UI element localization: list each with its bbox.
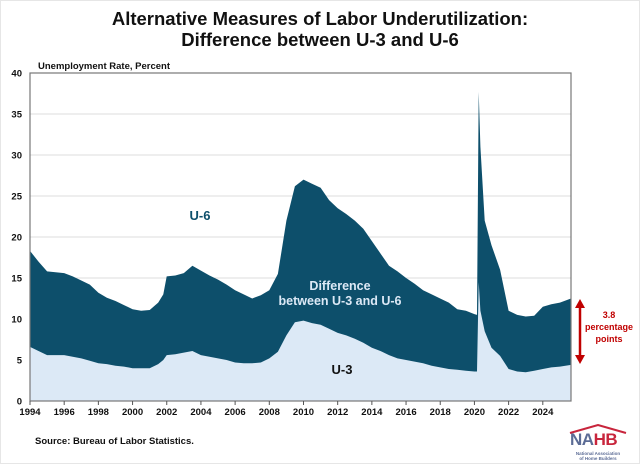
gap-annotation: 3.8 percentage points xyxy=(575,299,633,364)
logo-subtitle: National Association of Home Builders xyxy=(566,451,630,461)
y-tick-label: 20 xyxy=(11,233,22,244)
x-tick-label: 2010 xyxy=(293,407,314,418)
gap-arrow-head-up xyxy=(575,299,585,308)
u6-series-label: U-6 xyxy=(190,208,211,223)
y-tick-label: 0 xyxy=(17,397,22,408)
gap-unit-label-line-1: percentage xyxy=(585,322,633,332)
nahb-logo: NAHB National Association of Home Builde… xyxy=(566,420,630,461)
y-tick-label: 30 xyxy=(11,151,22,162)
x-tick-label: 2006 xyxy=(225,407,246,418)
x-tick-label: 2004 xyxy=(190,407,212,418)
gap-arrow-head-down xyxy=(575,355,585,364)
plot-border xyxy=(29,72,572,402)
u3-area xyxy=(30,282,571,401)
x-tick-label: 2024 xyxy=(532,407,554,418)
chart-title-line-2: Difference between U-3 and U-6 xyxy=(181,29,459,50)
logo-wordmark-hb: HB xyxy=(593,430,618,449)
x-tick-label: 2020 xyxy=(464,407,485,418)
logo-wordmark-na: NA xyxy=(570,430,594,449)
x-tick-label: 2002 xyxy=(156,407,177,418)
gap-unit-label-line-2: points xyxy=(596,334,623,344)
chart-title-line-1: Alternative Measures of Labor Underutili… xyxy=(111,8,529,29)
gap-value-label: 3.8 xyxy=(603,310,616,320)
roof-icon xyxy=(569,424,627,434)
logo-wordmark: NAHB xyxy=(570,430,618,450)
x-tick-label: 2000 xyxy=(122,407,143,418)
y-tick-label: 40 xyxy=(11,69,22,80)
logo-subtitle-line-2: of Home Builders xyxy=(579,456,617,461)
difference-label-line-2: between U-3 and U-6 xyxy=(279,294,402,308)
u6-area xyxy=(30,91,571,402)
y-axis-label: Unemployment Rate, Percent xyxy=(38,61,170,72)
x-tick-label: 1994 xyxy=(19,407,41,418)
y-tick-label: 5 xyxy=(17,356,23,367)
x-tick-label: 1996 xyxy=(54,407,75,418)
x-tick-label: 1998 xyxy=(88,407,109,418)
source-note: Source: Bureau of Labor Statistics. xyxy=(35,436,194,447)
difference-label-line-1: Difference xyxy=(309,279,370,293)
x-tick-label: 2018 xyxy=(430,407,451,418)
y-tick-label: 35 xyxy=(11,110,22,121)
x-tick-label: 2012 xyxy=(327,407,348,418)
x-tick-label: 2022 xyxy=(498,407,519,418)
x-tick-label: 2016 xyxy=(395,407,416,418)
u3-series-label: U-3 xyxy=(332,362,353,377)
logo-subtitle-line-1: National Association xyxy=(575,451,621,456)
x-tick-label: 2008 xyxy=(259,407,280,418)
y-tick-label: 25 xyxy=(11,192,22,203)
x-tick-label: 2014 xyxy=(361,407,383,418)
y-tick-label: 15 xyxy=(11,274,22,285)
chart-title: Alternative Measures of Labor Underutili… xyxy=(0,8,640,50)
y-tick-label: 10 xyxy=(11,315,22,326)
